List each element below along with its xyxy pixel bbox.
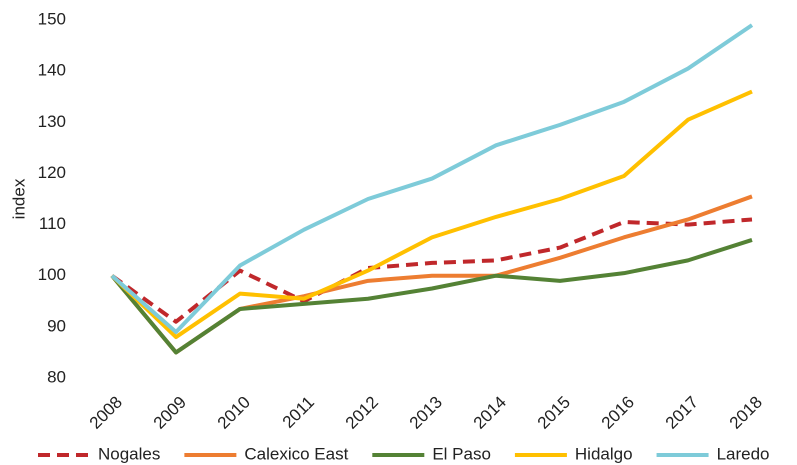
x-tick-label: 2018 xyxy=(726,393,766,433)
x-tick-label: 2009 xyxy=(150,393,190,433)
series-line xyxy=(110,23,754,334)
y-tick-label: 80 xyxy=(47,367,66,386)
x-tick-label: 2010 xyxy=(214,393,254,433)
legend-label: Hidalgo xyxy=(575,444,633,463)
series-line xyxy=(110,89,753,340)
y-tick-label: 100 xyxy=(38,265,66,284)
x-tick-label: 2012 xyxy=(342,393,382,433)
series-line xyxy=(110,238,753,355)
x-tick-label: 2008 xyxy=(86,393,126,433)
y-tick-label: 130 xyxy=(38,112,66,131)
y-tick-label: 90 xyxy=(47,316,66,335)
y-tick-label: 110 xyxy=(39,214,66,233)
x-tick-label: 2011 xyxy=(279,393,318,432)
x-tick-label: 2015 xyxy=(534,393,574,433)
legend-label: Nogales xyxy=(98,444,160,463)
legend-label: Calexico East xyxy=(244,444,348,463)
series-line xyxy=(110,217,753,324)
y-tick-label: 120 xyxy=(38,163,66,182)
y-axis-label: index xyxy=(9,178,28,219)
x-tick-label: 2013 xyxy=(406,393,446,433)
legend-label: El Paso xyxy=(432,444,491,463)
x-tick-label: 2017 xyxy=(662,393,702,433)
x-tick-label: 2016 xyxy=(598,393,638,433)
x-tick-label: 2014 xyxy=(470,393,510,433)
legend-label: Laredo xyxy=(717,444,770,463)
y-tick-label: 150 xyxy=(38,9,66,28)
y-tick-label: 140 xyxy=(38,61,66,80)
